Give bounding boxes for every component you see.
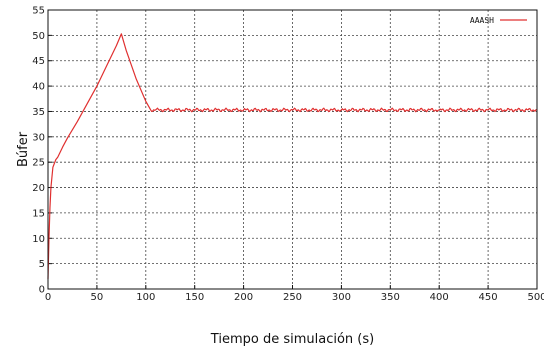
y-tick-label: 25 — [32, 158, 45, 169]
x-tick-label: 300 — [332, 292, 351, 303]
y-tick-label: 40 — [32, 82, 45, 93]
x-tick-label: 0 — [45, 292, 51, 303]
series-layer — [47, 33, 538, 279]
y-tick-label: 10 — [32, 234, 45, 245]
grid — [48, 10, 537, 289]
x-tick-label: 50 — [91, 292, 104, 303]
x-tick-label: 100 — [136, 292, 155, 303]
y-tick-label: 0 — [39, 285, 45, 296]
x-tick-label: 350 — [381, 292, 400, 303]
tick-labels: 0 50 100 150 200 250 300 350 400 450 500 0 5 10 15 20 25… — [32, 6, 544, 304]
y-tick-label: 50 — [32, 31, 45, 42]
y-tick-label: 30 — [32, 132, 45, 143]
x-tick-label: 500 — [527, 292, 544, 303]
legend-entry-aaash: AAASH — [470, 16, 494, 25]
y-tick-label: 5 — [39, 259, 45, 270]
y-tick-label: 35 — [32, 107, 45, 118]
x-tick-label: 450 — [479, 292, 498, 303]
plot-frame — [47, 9, 538, 290]
legend: AAASH — [470, 16, 527, 25]
y-axis-label: Búfer — [16, 131, 31, 167]
series-line-aaash — [47, 33, 538, 279]
x-tick-label: 400 — [430, 292, 449, 303]
x-tick-label: 200 — [234, 292, 253, 303]
x-tick-label: 150 — [185, 292, 204, 303]
y-tick-label: 15 — [32, 208, 45, 219]
x-axis-label: Tiempo de simulación (s) — [210, 332, 374, 347]
y-tick-label: 45 — [32, 56, 45, 67]
y-tick-label: 55 — [32, 6, 45, 17]
y-tick-label: 20 — [32, 183, 45, 194]
x-tick-label: 250 — [283, 292, 302, 303]
